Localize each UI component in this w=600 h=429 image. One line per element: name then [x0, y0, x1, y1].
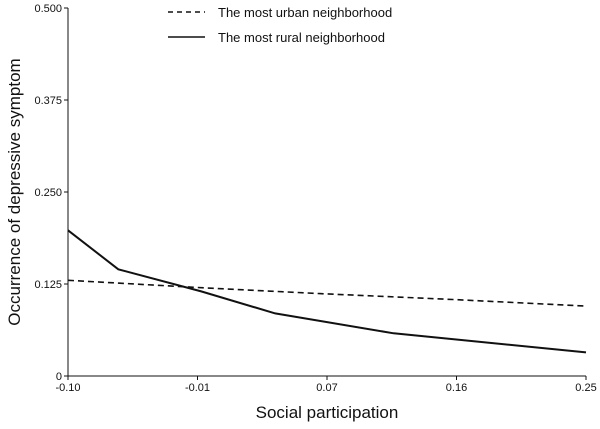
series-line-urban	[67, 279, 587, 307]
legend-label: The most rural neighborhood	[218, 30, 385, 45]
y-tick-label: 0.250	[34, 187, 62, 199]
y-axis-ticks: 0 0.125 0.250 0.375 0.500	[34, 3, 68, 383]
x-tick-label: 0.25	[575, 382, 596, 394]
x-tick-label: -0.01	[185, 382, 210, 394]
x-tick-label: 0.16	[446, 382, 467, 394]
y-tick-label: 0.125	[34, 279, 62, 291]
x-tick-label: -0.10	[55, 382, 80, 394]
legend: The most urban neighborhood The most rura…	[168, 5, 392, 45]
y-tick-label: 0.500	[34, 3, 62, 15]
series-lines	[67, 229, 587, 354]
plot-axes	[67, 8, 586, 377]
series-line-rural	[67, 229, 587, 354]
legend-label: The most urban neighborhood	[218, 5, 392, 20]
y-axis-title: Occurrence of depressive symptom	[5, 58, 24, 325]
x-tick-label: 0.07	[316, 382, 337, 394]
y-tick-label: 0	[56, 371, 62, 383]
x-axis-title: Social participation	[256, 403, 399, 422]
x-axis-ticks: -0.10 -0.01 0.07 0.16 0.25	[55, 376, 597, 394]
y-tick-label: 0.375	[34, 95, 62, 107]
